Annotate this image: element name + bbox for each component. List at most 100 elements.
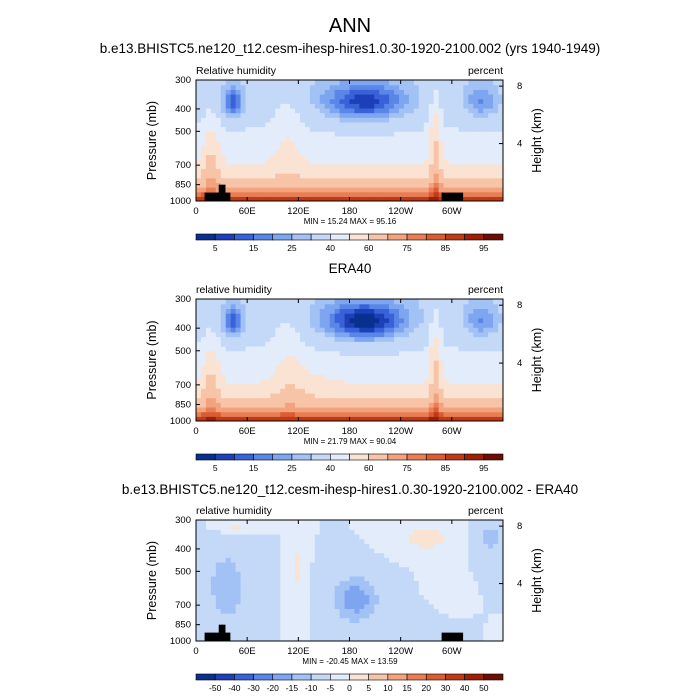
field-cell — [413, 520, 420, 526]
field-cell — [413, 303, 420, 309]
field-cell — [403, 140, 410, 146]
field-cell — [488, 416, 494, 421]
field-cell — [493, 374, 499, 380]
field-cell — [290, 538, 296, 544]
colorbar-swatch — [195, 453, 216, 461]
field-cell — [225, 313, 232, 319]
field-cell — [255, 552, 261, 558]
field-cell — [304, 163, 311, 170]
field-cell — [235, 131, 242, 137]
field-cell — [260, 350, 266, 356]
field-cell — [309, 299, 316, 305]
field-cell — [478, 303, 484, 309]
field-cell — [280, 126, 286, 132]
field-cell — [299, 369, 306, 375]
field-cell — [408, 374, 415, 380]
field-cell — [493, 524, 499, 530]
field-cell — [329, 336, 336, 342]
field-cell — [235, 557, 242, 563]
field-cell — [196, 177, 202, 183]
field-cell — [334, 369, 341, 375]
field-cell — [418, 117, 425, 123]
field-cell — [498, 378, 503, 385]
field-cell — [225, 406, 232, 413]
field-cell — [478, 182, 484, 188]
field-cell — [314, 402, 321, 408]
field-cell — [448, 383, 455, 389]
field-cell — [299, 599, 306, 605]
field-cell — [196, 627, 202, 633]
field-cell — [304, 557, 311, 563]
field-cell — [329, 406, 336, 413]
field-cell — [290, 313, 296, 319]
field-cell — [200, 538, 207, 544]
field-cell — [354, 529, 360, 535]
field-cell — [319, 168, 326, 174]
colorbar: 5 15 25 40 60 75 85 95 — [195, 453, 504, 473]
field-cell — [394, 627, 400, 633]
field-cell — [384, 378, 390, 385]
field-cell — [483, 552, 489, 558]
y-axis-title: Pressure (mb) — [145, 320, 159, 399]
field-cell — [319, 566, 326, 572]
field-cell — [285, 89, 291, 95]
field-cell — [354, 173, 360, 179]
field-cell — [498, 411, 503, 417]
field-cell — [448, 112, 455, 118]
field-cell — [270, 345, 276, 352]
field-cell — [413, 613, 420, 619]
field-cell — [493, 622, 499, 628]
field-cell — [478, 608, 484, 614]
field-cell — [374, 117, 380, 123]
field-cell — [428, 107, 435, 114]
field-cell — [453, 622, 460, 628]
field-cell — [369, 402, 375, 408]
field-cell — [473, 107, 479, 114]
field-cell — [354, 416, 360, 421]
field-cell — [394, 369, 400, 375]
field-cell — [250, 547, 257, 554]
field-cell — [423, 341, 430, 347]
field-cell — [384, 392, 390, 399]
field-cell — [483, 383, 489, 389]
field-cell — [314, 350, 321, 356]
field-cell — [220, 575, 227, 582]
field-cell — [265, 196, 271, 201]
field-cell — [265, 308, 271, 314]
field-cell — [438, 331, 445, 338]
field-cell — [423, 364, 430, 370]
field-cell — [394, 103, 400, 109]
field-cell — [290, 182, 296, 188]
field-cell — [295, 331, 301, 338]
field-cell — [245, 543, 252, 549]
field-cell — [399, 299, 405, 305]
field-cell — [329, 364, 336, 370]
field-cell — [339, 383, 346, 389]
field-cell — [413, 388, 420, 394]
field-cell — [349, 107, 356, 114]
field-cell — [295, 145, 301, 151]
field-cell — [478, 575, 484, 582]
field-cell — [379, 327, 385, 333]
field-cell — [349, 397, 356, 403]
field-cell — [210, 80, 217, 86]
field-cell — [270, 589, 276, 596]
field-cell — [334, 93, 341, 100]
field-cell — [399, 571, 405, 577]
field-cell — [265, 182, 271, 188]
field-cell — [433, 168, 440, 174]
field-cell — [384, 561, 390, 568]
field-cell — [443, 392, 450, 399]
field-cell — [285, 378, 291, 385]
field-cell — [374, 383, 380, 389]
field-cell — [408, 402, 415, 408]
field-cell — [498, 402, 503, 408]
field-cell — [220, 571, 227, 577]
field-cell — [384, 599, 390, 605]
field-cell — [309, 552, 316, 558]
field-cell — [453, 406, 460, 413]
field-cell — [408, 98, 415, 104]
field-cell — [379, 103, 385, 109]
field-cell — [349, 345, 356, 352]
field-cell — [364, 388, 370, 394]
